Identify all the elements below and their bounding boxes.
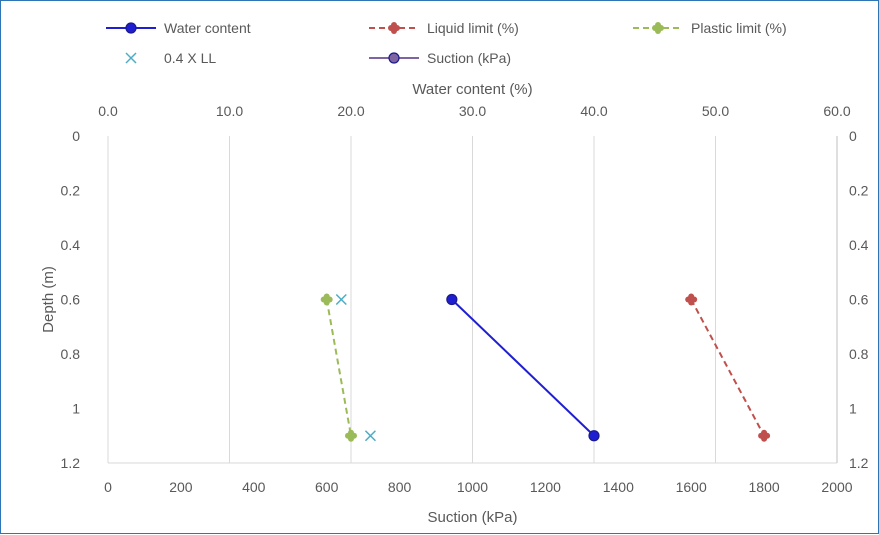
top-axis-tick-label: 0.0 <box>98 103 118 119</box>
data-point-liquid-limit-center <box>687 296 695 303</box>
series-line-liquid-limit <box>690 299 765 437</box>
legend-marker-water-content <box>125 22 137 34</box>
bottom-axis-tick-label: 1800 <box>749 479 780 495</box>
series-line-plastic-limit <box>325 299 352 436</box>
right-axis-tick-label: 1.2 <box>849 455 869 471</box>
bottom-axis-tick-label: 0 <box>104 479 112 495</box>
top-axis-tick-label: 20.0 <box>337 103 364 119</box>
legend-label-liquid-limit: Liquid limit (%) <box>427 20 519 36</box>
left-axis-tick-label: 1.2 <box>61 455 81 471</box>
legend-marker-0-4-x-ll <box>125 52 137 64</box>
data-point-0-4-x-ll-stroke <box>364 430 376 442</box>
legend-marker-plastic-limit <box>652 22 664 34</box>
data-point-plastic-limit <box>320 293 333 306</box>
bottom-axis-tick-label: 800 <box>388 479 412 495</box>
bottom-axis-title: Suction (kPa) <box>427 509 517 526</box>
top-axis-tick-label: 50.0 <box>702 103 729 119</box>
legend-marker-plastic-limit-center <box>654 24 662 32</box>
top-axis-tick-label: 60.0 <box>823 103 850 119</box>
left-axis-tick-label: 0 <box>72 128 80 144</box>
data-point-water-content <box>446 293 458 306</box>
top-axis-tick-label: 10.0 <box>216 103 243 119</box>
bottom-axis-tick-label: 1200 <box>530 479 561 495</box>
data-point-liquid-limit <box>685 293 698 306</box>
data-point-liquid-limit-center <box>760 432 768 440</box>
data-point-plastic-limit-center <box>347 432 355 440</box>
top-axis-tick-label: 40.0 <box>580 103 607 119</box>
bottom-axis-tick-label: 1400 <box>603 479 634 495</box>
left-axis-tick-label: 0.8 <box>61 346 81 362</box>
legend-marker-liquid-limit-center <box>390 24 398 32</box>
data-point-0-4-x-ll-stroke <box>335 293 347 306</box>
right-axis-tick-label: 0 <box>849 128 857 144</box>
bottom-axis-tick-label: 1000 <box>457 479 488 495</box>
data-point-liquid-limit <box>758 429 771 442</box>
data-point-0-4-x-ll <box>364 430 376 442</box>
legend-label-suction-kpa: Suction (kPa) <box>427 50 511 66</box>
data-point-plastic-limit <box>345 429 357 442</box>
data-point-water-content <box>588 430 600 442</box>
legend-marker-liquid-limit <box>388 22 400 34</box>
bottom-axis-tick-label: 1600 <box>676 479 707 495</box>
bottom-axis-tick-label: 400 <box>242 479 266 495</box>
data-point-0-4-x-ll <box>335 293 347 306</box>
legend-marker-0-4-x-ll-stroke <box>125 52 137 64</box>
left-axis-tick-label: 0.6 <box>61 292 81 308</box>
left-axis-tick-label: 0.4 <box>61 237 81 253</box>
series-line-water-content <box>451 298 595 437</box>
right-axis-tick-label: 0.8 <box>849 346 869 362</box>
legend-label-plastic-limit: Plastic limit (%) <box>691 20 787 36</box>
bottom-axis-tick-label: 200 <box>169 479 193 495</box>
top-axis-title: Water content (%) <box>412 81 532 98</box>
top-axis-tick-label: 30.0 <box>459 103 486 119</box>
right-axis-tick-label: 0.2 <box>849 183 869 199</box>
right-axis-tick-label: 0.6 <box>849 292 869 308</box>
bottom-axis-tick-label: 600 <box>315 479 339 495</box>
legend-marker-suction-kpa <box>388 52 400 64</box>
right-axis-tick-label: 1 <box>849 401 857 417</box>
data-point-plastic-limit-center <box>323 296 331 303</box>
right-axis-tick-label: 0.4 <box>849 237 869 253</box>
legend-label-0-4-x-ll: 0.4 X LL <box>164 50 216 66</box>
y-axis-title: Depth (m) <box>40 266 57 333</box>
bottom-axis-tick-label: 2000 <box>821 479 852 495</box>
left-axis-tick-label: 1 <box>72 401 80 417</box>
left-axis-tick-label: 0.2 <box>61 183 81 199</box>
legend-label-water-content: Water content <box>164 20 251 36</box>
